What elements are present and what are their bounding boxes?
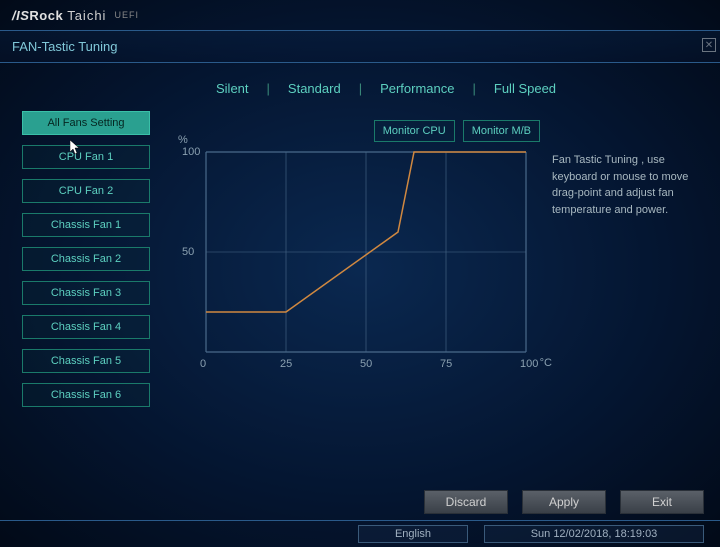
fan-select-0[interactable]: All Fans Setting	[22, 111, 150, 135]
x-tick: 75	[440, 358, 452, 370]
help-text: Fan Tastic Tuning , use keyboard or mous…	[552, 148, 702, 383]
fan-select-7[interactable]: Chassis Fan 5	[22, 349, 150, 373]
preset-performance[interactable]: Performance	[362, 81, 472, 96]
x-tick: 25	[280, 358, 292, 370]
preset-standard[interactable]: Standard	[270, 81, 359, 96]
close-icon[interactable]: ✕	[702, 38, 716, 52]
fan-select-1[interactable]: CPU Fan 1	[22, 145, 150, 169]
fan-select-2[interactable]: CPU Fan 2	[22, 179, 150, 203]
fan-select-5[interactable]: Chassis Fan 3	[22, 281, 150, 305]
brand-taichi: Taichi	[67, 8, 106, 23]
x-axis-label: °C	[540, 357, 552, 369]
monitor-mb-button[interactable]: Monitor M/B	[463, 120, 540, 142]
datetime-display: Sun 12/02/2018, 18:19:03	[484, 525, 704, 543]
language-selector[interactable]: English	[358, 525, 468, 543]
x-tick: 100	[520, 358, 538, 370]
fan-sidebar: All Fans Setting CPU Fan 1 CPU Fan 2 Chassi…	[10, 81, 158, 473]
fan-select-4[interactable]: Chassis Fan 2	[22, 247, 150, 271]
y-tick: 50	[182, 246, 194, 258]
brand-header: /ISRock Taichi UEFI	[0, 0, 720, 30]
fan-select-8[interactable]: Chassis Fan 6	[22, 383, 150, 407]
page-title: FAN-Tastic Tuning	[0, 30, 720, 63]
y-tick: 100	[182, 146, 200, 158]
fan-curve-chart[interactable]: % °C 025507510050100	[182, 148, 536, 383]
monitor-cpu-button[interactable]: Monitor CPU	[374, 120, 455, 142]
brand-rock: Rock	[29, 8, 63, 23]
apply-button[interactable]: Apply	[522, 490, 606, 514]
x-tick: 50	[360, 358, 372, 370]
preset-silent[interactable]: Silent	[198, 81, 267, 96]
exit-button[interactable]: Exit	[620, 490, 704, 514]
brand-as: /IS	[12, 8, 29, 23]
fan-select-6[interactable]: Chassis Fan 4	[22, 315, 150, 339]
discard-button[interactable]: Discard	[424, 490, 508, 514]
x-tick: 0	[200, 358, 206, 370]
fan-select-3[interactable]: Chassis Fan 1	[22, 213, 150, 237]
preset-full-speed[interactable]: Full Speed	[476, 81, 574, 96]
preset-tabs: Silent|Standard|Performance|Full Speed	[174, 81, 710, 96]
brand-uefi: UEFI	[114, 10, 139, 20]
y-axis-label: %	[178, 134, 188, 146]
